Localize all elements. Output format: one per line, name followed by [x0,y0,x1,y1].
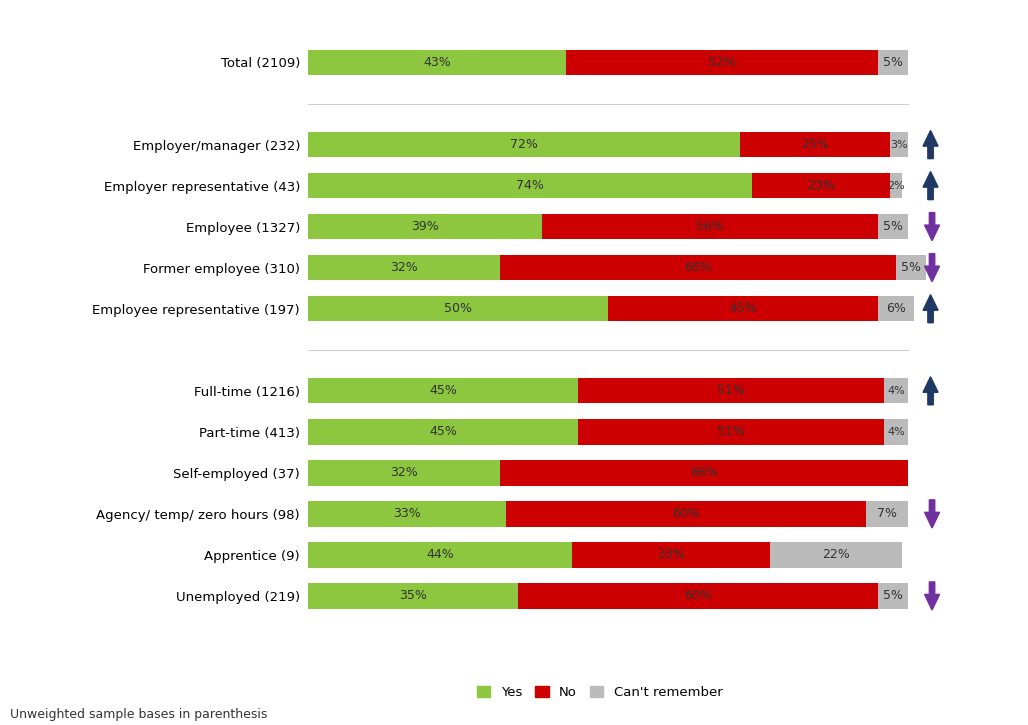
Bar [308,296,609,321]
Text: 5%: 5% [883,589,903,602]
Text: 32%: 32% [391,466,418,479]
Bar [890,132,908,157]
Bar [896,255,926,281]
Bar [867,501,908,526]
Text: 60%: 60% [685,589,712,602]
Bar [609,296,878,321]
Text: 6%: 6% [886,302,906,315]
Bar [543,214,878,239]
Text: 51%: 51% [718,384,745,397]
Bar [507,501,867,526]
Bar [518,583,878,609]
Bar [878,296,914,321]
Text: 72%: 72% [510,138,539,151]
Bar [884,419,908,444]
Text: 7%: 7% [877,507,897,521]
Polygon shape [924,254,940,282]
Bar [308,460,501,486]
Legend: Yes, No, Can't remember: Yes, No, Can't remember [477,686,723,699]
Bar [578,378,884,404]
Bar [878,583,908,609]
Polygon shape [923,377,939,405]
Text: 39%: 39% [411,220,439,233]
Bar [578,419,884,444]
Polygon shape [924,500,940,528]
Bar [308,173,752,199]
Bar [501,255,896,281]
Bar [308,50,566,75]
Bar [878,50,908,75]
Text: Unweighted sample bases in parenthesis: Unweighted sample bases in parenthesis [10,708,267,721]
Text: 22%: 22% [822,548,850,561]
Bar [752,173,890,199]
Polygon shape [923,172,939,199]
Polygon shape [923,294,939,323]
Text: 5%: 5% [883,220,903,233]
Bar [566,50,878,75]
Bar [884,378,908,404]
Text: 35%: 35% [400,589,428,602]
Text: 25%: 25% [801,138,829,151]
Bar [308,501,507,526]
Polygon shape [924,582,940,610]
Text: 4%: 4% [887,427,905,436]
Text: 45%: 45% [430,384,457,397]
Text: 51%: 51% [718,426,745,439]
Bar [308,132,740,157]
Text: 2%: 2% [887,181,905,191]
Text: 45%: 45% [729,302,757,315]
Text: 52%: 52% [708,56,736,69]
Text: 68%: 68% [690,466,719,479]
Text: 33%: 33% [657,548,685,561]
Bar [878,214,908,239]
Bar [573,542,770,568]
Text: 32%: 32% [391,261,418,274]
Bar [308,419,578,444]
Text: 3%: 3% [890,139,908,149]
Text: 56%: 56% [696,220,724,233]
Bar [308,255,501,281]
Bar [501,460,908,486]
Text: 44%: 44% [427,548,454,561]
Bar [308,542,573,568]
Text: 45%: 45% [430,426,457,439]
Text: 5%: 5% [883,56,903,69]
Text: 50%: 50% [444,302,472,315]
Bar [308,378,578,404]
Text: 66%: 66% [685,261,712,274]
Text: 74%: 74% [516,179,544,192]
Bar [770,542,903,568]
Bar [308,214,543,239]
Text: 4%: 4% [887,386,905,396]
Bar [308,583,518,609]
Text: 60%: 60% [672,507,700,521]
Text: 33%: 33% [394,507,421,521]
Polygon shape [923,130,939,159]
Text: 43%: 43% [424,56,451,69]
Polygon shape [924,212,940,241]
Text: 5%: 5% [902,261,921,274]
Bar [890,173,903,199]
Bar [740,132,890,157]
Text: 23%: 23% [807,179,835,192]
